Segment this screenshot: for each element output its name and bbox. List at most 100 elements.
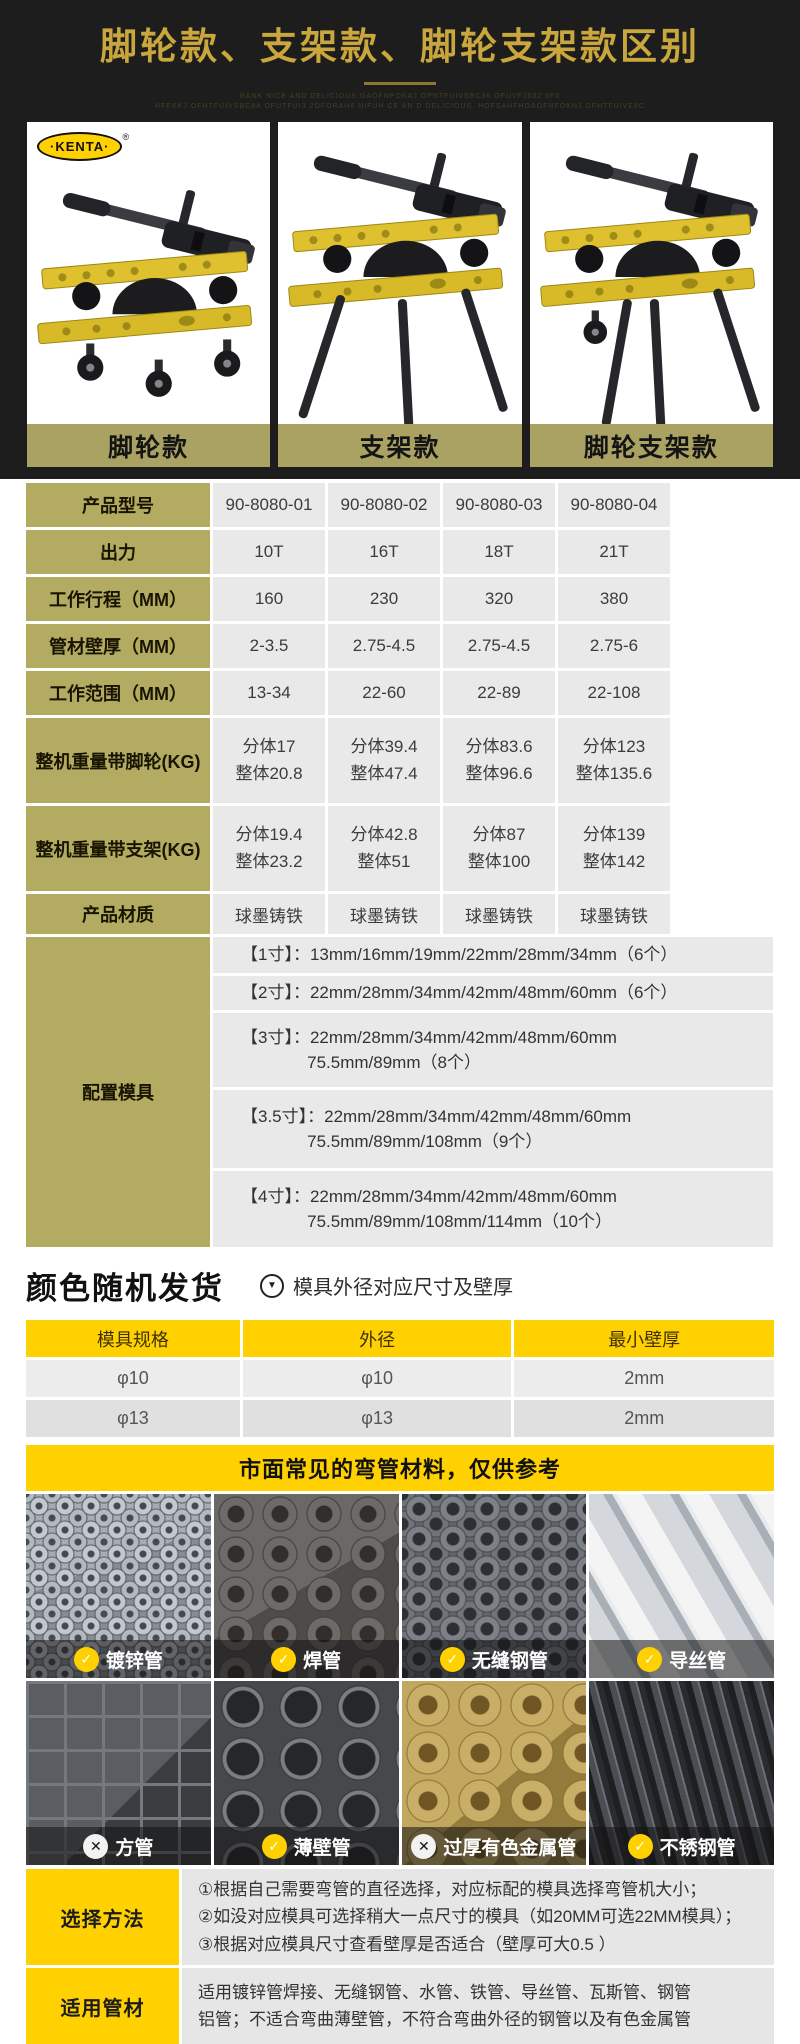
spec-row-material: 产品材质 球墨铸铁 球墨铸铁 球墨铸铁 球墨铸铁 xyxy=(26,894,774,934)
die-size-note-text: 模具外径对应尺寸及壁厚 xyxy=(293,1277,513,1299)
spec-row-wall: 管材壁厚（MM） 2-3.5 2.75-4.5 2.75-4.5 2.75-6 xyxy=(26,624,774,668)
down-arrow-glyph: ▼ xyxy=(267,1280,277,1291)
page-title: 脚轮款、支架款、脚轮支架款区别 xyxy=(100,26,700,67)
decorative-subtext-line2: HFEKKJ OFHTFUIVSBC8A OFUTFUI3 2OFORAH8 N… xyxy=(155,103,645,110)
spec-cell: 10T xyxy=(213,530,325,574)
spec-cell: 90-8080-01 xyxy=(213,483,325,527)
spec-cell: 分体39.4 整体47.4 xyxy=(328,718,440,803)
spec-cell: 380 xyxy=(558,577,670,621)
info-row-applicable: 适用管材 适用镀锌管焊接、无缝钢管、水管、铁管、导丝管、瓦斯管、钢管 铝管；不适… xyxy=(26,1968,774,2044)
spec-row-model: 产品型号 90-8080-01 90-8080-02 90-8080-03 90… xyxy=(26,483,774,527)
spec-cell: 16T xyxy=(328,530,440,574)
color-note-row: 颜色随机发货 ▼ 模具外径对应尺寸及壁厚 xyxy=(26,1263,774,1308)
spec-row-dies: 配置模具 【1寸】：13mm/16mm/19mm/22mm/28mm/34mm（… xyxy=(26,937,774,1247)
die-cell: φ10 xyxy=(242,1360,512,1397)
spec-table: 产品型号 90-8080-01 90-8080-02 90-8080-03 90… xyxy=(26,483,774,1247)
spec-cell: 分体17 整体20.8 xyxy=(213,718,325,803)
die-table-row: φ10 φ10 2mm xyxy=(26,1360,774,1397)
pipe-bender-illustration-caster-stand xyxy=(539,151,761,424)
material-name: 过厚有色金属管 xyxy=(443,1837,577,1859)
spec-cell: 分体19.4 整体23.2 xyxy=(213,806,325,891)
material-name: 焊管 xyxy=(303,1650,342,1672)
material-photo-seamless: ✓ 无缝钢管 xyxy=(401,1494,587,1678)
materials-banner: 市面常见的弯管材料，仅供参考 xyxy=(26,1445,774,1491)
spec-cell: 球墨铸铁 xyxy=(213,894,325,934)
title-divider xyxy=(364,82,436,85)
material-photo-stainless: ✓ 不锈钢管 xyxy=(589,1681,774,1865)
die-size-table: 模具规格 外径 最小壁厚 φ10 φ10 2mm φ13 φ13 2mm xyxy=(26,1320,774,1437)
die-cell: φ10 xyxy=(26,1360,240,1397)
material-label-band: ✓ 镀锌管 xyxy=(26,1640,211,1678)
check-icon: ✓ xyxy=(439,1646,465,1672)
spec-cell: 球墨铸铁 xyxy=(443,894,555,934)
spec-cell: 90-8080-03 xyxy=(443,483,555,527)
pipe-bender-illustration-caster xyxy=(36,188,258,397)
info-row-label: 适用管材 xyxy=(26,1968,179,2044)
material-name: 无缝钢管 xyxy=(471,1650,548,1672)
spec-row-label: 工作范围（MM） xyxy=(26,671,210,715)
product-cards: ·KENTA·® 脚轮款 支架款 xyxy=(27,122,773,467)
die-header-od: 外径 xyxy=(242,1320,512,1357)
spec-cell: 22-60 xyxy=(328,671,440,715)
dies-item-2inch: 【2寸】：22mm/28mm/34mm/42mm/48mm/60mm（6个） xyxy=(213,976,773,1010)
material-label-band: ✕ 方管 xyxy=(26,1827,211,1865)
die-cell: φ13 xyxy=(242,1400,512,1437)
material-label-band: ✓ 焊管 xyxy=(213,1640,399,1678)
info-row-text: 适用镀锌管焊接、无缝钢管、水管、铁管、导丝管、瓦斯管、钢管 铝管；不适合弯曲薄壁… xyxy=(182,1968,774,2044)
pipe-bender-illustration-stand xyxy=(288,151,510,424)
spec-cell: 320 xyxy=(443,577,555,621)
spec-cell: 13-34 xyxy=(213,671,325,715)
cross-icon: ✕ xyxy=(411,1833,437,1859)
spec-cell: 2.75-6 xyxy=(558,624,670,668)
product-photo-caster: ·KENTA·® xyxy=(27,122,271,424)
spec-cell: 2.75-4.5 xyxy=(328,624,440,668)
die-header-spec: 模具规格 xyxy=(26,1320,240,1357)
material-name: 导丝管 xyxy=(669,1650,727,1672)
spec-cell: 球墨铸铁 xyxy=(328,894,440,934)
decorative-subtext-line1: RANK NICE AND DELICIOUS GAOFNPOKAJ OPNTF… xyxy=(239,93,561,100)
info-row-label: 选择方法 xyxy=(26,1869,179,1965)
spec-cell: 160 xyxy=(213,577,325,621)
material-name: 镀锌管 xyxy=(105,1650,163,1672)
spec-cell: 22-108 xyxy=(558,671,670,715)
dies-list: 【1寸】：13mm/16mm/19mm/22mm/28mm/34mm（6个） 【… xyxy=(213,937,773,1247)
spec-cell: 分体87 整体100 xyxy=(443,806,555,891)
product-card-caster-stand: 脚轮支架款 xyxy=(529,122,773,467)
spec-row-label: 出力 xyxy=(26,530,210,574)
material-photo-nonferrous: ✕ 过厚有色金属管 xyxy=(401,1681,587,1865)
product-label: 脚轮支架款 xyxy=(529,424,773,467)
material-label-band: ✓ 薄壁管 xyxy=(213,1827,399,1865)
die-table-header: 模具规格 外径 最小壁厚 xyxy=(26,1320,774,1357)
die-cell: 2mm xyxy=(514,1360,774,1397)
info-row-text: ①根据自己需要弯管的直径选择，对应标配的模具选择弯管机大小； ②如没对应模具可选… xyxy=(182,1869,774,1965)
random-color-note: 颜色随机发货 xyxy=(26,1271,224,1306)
spec-cell: 21T xyxy=(558,530,670,574)
product-photo-stand xyxy=(278,122,522,424)
check-icon: ✓ xyxy=(73,1646,99,1672)
dies-item-1inch: 【1寸】：13mm/16mm/19mm/22mm/28mm/34mm（6个） xyxy=(213,937,773,973)
spec-cell: 2.75-4.5 xyxy=(443,624,555,668)
die-cell: φ13 xyxy=(26,1400,240,1437)
material-photo-thin-wall: ✓ 薄壁管 xyxy=(213,1681,399,1865)
spec-row-label: 工作行程（MM） xyxy=(26,577,210,621)
spec-row-label: 管材壁厚（MM） xyxy=(26,624,210,668)
material-photo-square-tube: ✕ 方管 xyxy=(26,1681,211,1865)
spec-row-label: 产品型号 xyxy=(26,483,210,527)
spec-row-label: 整机重量带支架(KG) xyxy=(26,806,210,891)
material-photo-conduit: ✓ 导丝管 xyxy=(589,1494,774,1678)
spec-cell: 2-3.5 xyxy=(213,624,325,668)
material-label-band: ✓ 不锈钢管 xyxy=(589,1827,774,1865)
spec-cell: 22-89 xyxy=(443,671,555,715)
spec-cell: 球墨铸铁 xyxy=(558,894,670,934)
die-header-minwall: 最小壁厚 xyxy=(514,1320,774,1357)
dies-item-3inch: 【3寸】：22mm/28mm/34mm/42mm/48mm/60mm 75.5m… xyxy=(213,1013,773,1087)
dies-item-3-5inch: 【3.5寸】：22mm/28mm/34mm/42mm/48mm/60mm 75.… xyxy=(213,1090,773,1168)
check-icon: ✓ xyxy=(627,1833,653,1859)
spec-cell: 230 xyxy=(328,577,440,621)
material-photo-galvanized: ✓ 镀锌管 xyxy=(26,1494,211,1678)
spec-row-range: 工作范围（MM） 13-34 22-60 22-89 22-108 xyxy=(26,671,774,715)
spec-row-label: 配置模具 xyxy=(26,937,210,1247)
material-photo-welded: ✓ 焊管 xyxy=(213,1494,399,1678)
die-table-row: φ13 φ13 2mm xyxy=(26,1400,774,1437)
material-name: 不锈钢管 xyxy=(659,1837,736,1859)
